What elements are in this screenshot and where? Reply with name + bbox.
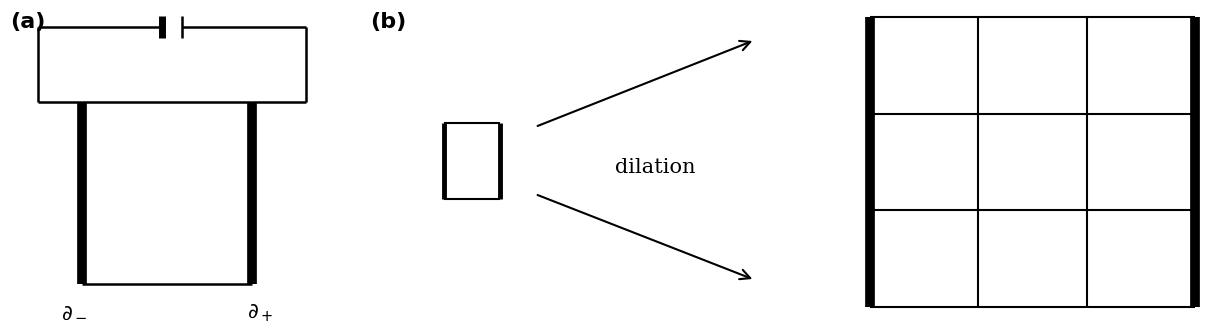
Text: dilation: dilation — [615, 157, 696, 176]
Text: $\partial_+$: $\partial_+$ — [247, 302, 274, 322]
Text: (b): (b) — [370, 12, 406, 32]
Text: $\partial_-$: $\partial_-$ — [61, 302, 88, 321]
Text: (a): (a) — [10, 12, 45, 32]
